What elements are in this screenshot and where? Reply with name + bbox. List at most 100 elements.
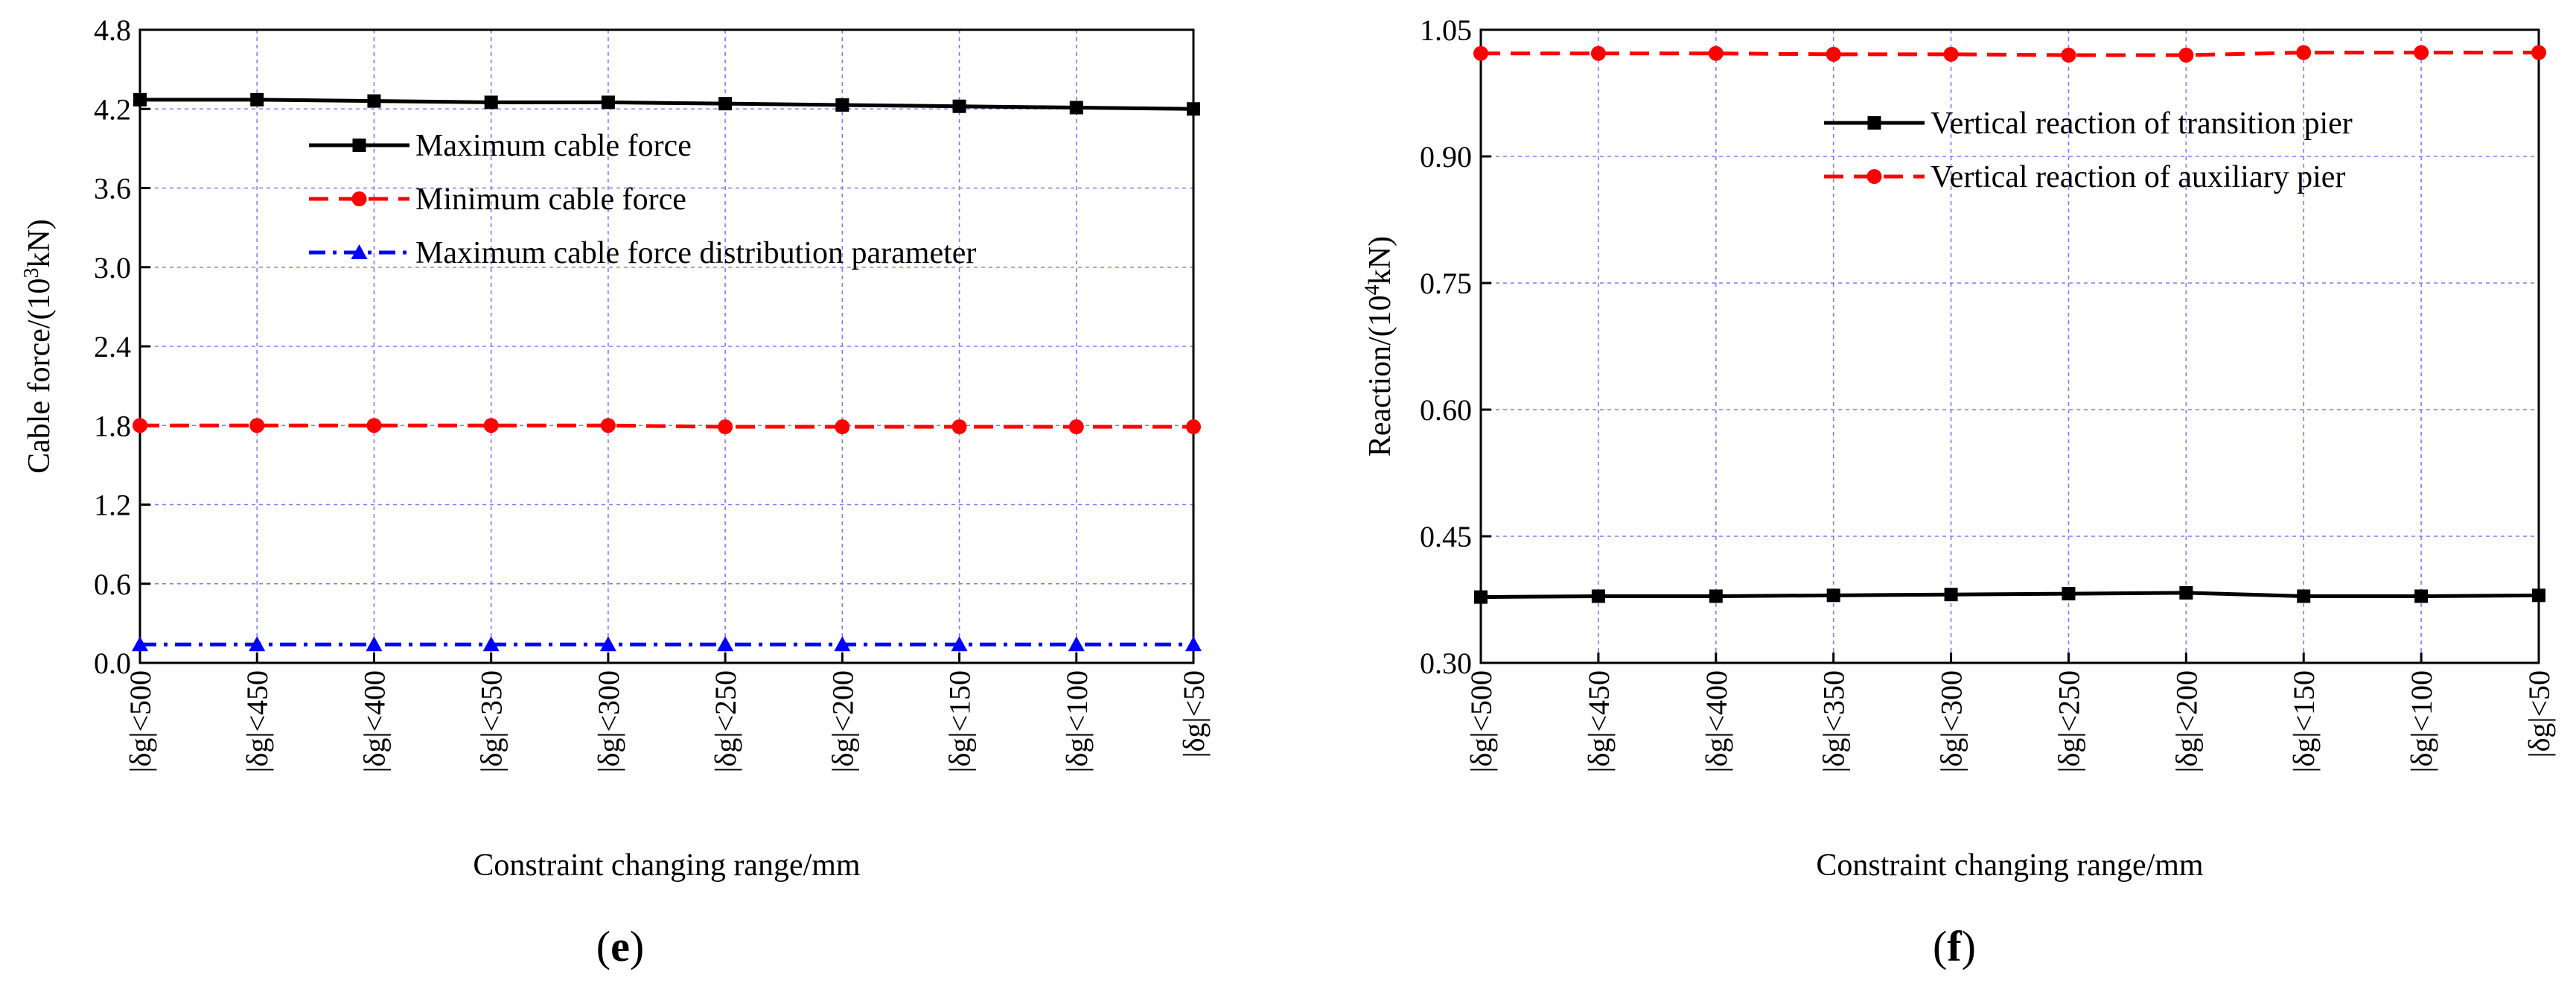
data-point bbox=[1943, 46, 1959, 62]
x-tick-label: |δg|<350 bbox=[475, 670, 508, 772]
x-tick-label: |δg|<250 bbox=[2052, 670, 2085, 772]
y-tick-label: 3.6 bbox=[94, 172, 131, 206]
data-point bbox=[1187, 102, 1200, 116]
x-tick-label: |δg|<350 bbox=[1817, 670, 1851, 772]
y-tick-label: 4.8 bbox=[94, 13, 131, 47]
series-1 bbox=[133, 92, 1200, 116]
data-point bbox=[1069, 101, 1083, 115]
x-tick-label: |δg|<50 bbox=[2522, 670, 2556, 757]
x-tick-label: |δg|<400 bbox=[357, 670, 391, 772]
legend-marker bbox=[351, 244, 368, 259]
data-point bbox=[1186, 419, 1201, 435]
x-tick-label: |δg|<500 bbox=[1464, 670, 1498, 772]
legend-label: Vertical reaction of auxiliary pier bbox=[1931, 160, 2345, 194]
chart-panel-f: 0.30 0.45 0.60 0.75 0.90 1.05 |δg|<500 |δg|<450… bbox=[1361, 13, 2557, 971]
series-2 bbox=[1473, 45, 2546, 63]
panel-label: (f) bbox=[1933, 922, 1976, 971]
data-point bbox=[835, 98, 849, 112]
data-point bbox=[2532, 588, 2545, 603]
data-point bbox=[717, 636, 734, 652]
data-point bbox=[1591, 589, 1605, 603]
x-axis-title: Constraint changing range/mm bbox=[1816, 848, 2204, 883]
data-point bbox=[599, 636, 616, 652]
data-point bbox=[2178, 48, 2194, 63]
legend-marker bbox=[352, 139, 366, 152]
x-tick-label: |δg|<150 bbox=[943, 670, 977, 772]
series-3 bbox=[132, 636, 1202, 652]
data-point bbox=[2414, 589, 2429, 603]
data-point bbox=[2179, 585, 2193, 600]
y-tick-label: 0.75 bbox=[1420, 267, 1472, 300]
x-tick-label: |δg|<300 bbox=[1935, 670, 1968, 772]
x-tick-label: |δg|<150 bbox=[2287, 670, 2321, 772]
y-tick-label: 0.90 bbox=[1420, 140, 1472, 174]
y-tick-label: 1.05 bbox=[1420, 13, 1472, 47]
legend-label: Maximum cable force distribution paramet… bbox=[415, 236, 976, 270]
y-tick-label: 0.30 bbox=[1420, 647, 1472, 680]
data-point bbox=[951, 419, 967, 435]
y-tick-label: 1.2 bbox=[94, 489, 131, 522]
data-point bbox=[2531, 45, 2546, 60]
legend-label: Vertical reaction of transition pier bbox=[1931, 107, 2353, 141]
y-tick-label: 0.0 bbox=[94, 647, 131, 680]
data-point bbox=[366, 418, 382, 433]
data-point bbox=[1474, 590, 1488, 604]
data-point bbox=[2296, 45, 2312, 60]
data-point bbox=[1185, 636, 1202, 652]
data-point bbox=[482, 636, 500, 652]
data-point bbox=[600, 418, 616, 433]
y-tick-label: 0.6 bbox=[94, 568, 131, 601]
data-point bbox=[835, 419, 850, 435]
x-tick-label: |δg|<500 bbox=[124, 670, 157, 772]
data-point bbox=[367, 94, 381, 108]
x-tick-label: |δg|<100 bbox=[1060, 670, 1094, 772]
legend-marker bbox=[1867, 116, 1881, 130]
data-point bbox=[1068, 419, 1084, 435]
data-point bbox=[133, 92, 147, 107]
x-tick-label: |δg|<100 bbox=[2405, 670, 2438, 772]
chart-panel-e: 0.0 0.6 1.2 1.8 2.4 3.0 3.6 4.2 4.8 |δg|<500 |δg|<… bbox=[20, 13, 1211, 971]
series-1 bbox=[1474, 585, 2545, 604]
data-point bbox=[249, 636, 266, 652]
data-point bbox=[601, 95, 615, 109]
data-point bbox=[2414, 45, 2429, 60]
data-point bbox=[1944, 588, 1958, 602]
data-point bbox=[132, 636, 148, 652]
series-line bbox=[140, 423, 1193, 429]
y-tick-label: 0.60 bbox=[1420, 393, 1472, 427]
x-axis-title: Constraint changing range/mm bbox=[473, 848, 861, 883]
data-point bbox=[718, 97, 733, 111]
data-point bbox=[952, 99, 966, 113]
x-tick-label: |δg|<450 bbox=[1582, 670, 1616, 772]
y-tick-label: 1.8 bbox=[94, 409, 131, 442]
data-point bbox=[1709, 589, 1723, 603]
x-tick-label: |δg|<450 bbox=[240, 670, 274, 772]
y-tick-label: 2.4 bbox=[94, 330, 131, 363]
data-point bbox=[1826, 46, 1841, 62]
legend-label: Maximum cable force bbox=[415, 129, 692, 163]
data-point bbox=[2297, 589, 2311, 603]
data-point bbox=[133, 418, 147, 433]
data-point bbox=[1708, 45, 1724, 61]
legend-marker bbox=[351, 191, 367, 206]
data-point bbox=[2062, 587, 2076, 601]
y-tick-label: 0.45 bbox=[1420, 520, 1472, 553]
y-axis-title: Reaction/(104kN) bbox=[1361, 236, 1398, 457]
legend-label: Minimum cable force bbox=[415, 182, 686, 217]
series-2 bbox=[133, 418, 1201, 435]
series-line bbox=[1480, 591, 2540, 600]
data-point bbox=[718, 419, 733, 435]
data-point bbox=[1590, 45, 1606, 61]
data-point bbox=[250, 92, 264, 107]
x-tick-label: |δg|<400 bbox=[1700, 670, 1733, 772]
data-point bbox=[2061, 48, 2076, 63]
x-tick-label: |δg|<300 bbox=[592, 670, 625, 772]
data-point bbox=[1473, 45, 1488, 61]
series-line bbox=[140, 98, 1194, 111]
legend: Maximum cable force Minimum cable force Ma… bbox=[309, 129, 976, 270]
x-tick-label: |δg|<50 bbox=[1177, 670, 1211, 757]
y-axis-title: Cable force/(103kN) bbox=[20, 219, 57, 474]
data-point bbox=[951, 636, 968, 652]
legend-marker bbox=[1866, 169, 1882, 184]
